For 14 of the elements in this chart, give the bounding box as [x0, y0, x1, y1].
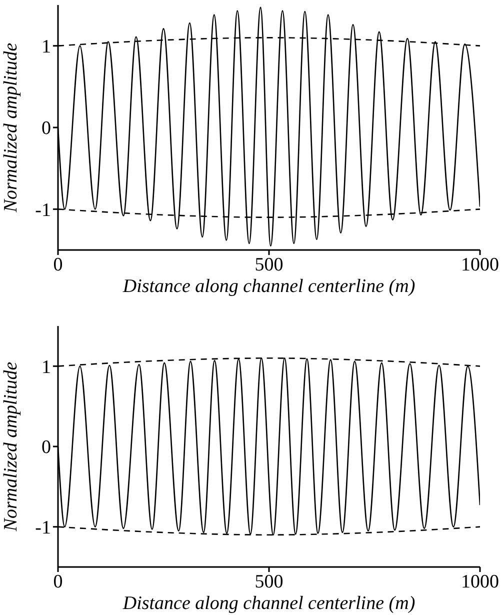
y-tick-label: 0 [42, 118, 51, 140]
y-axis-title: Normalized amplitude [0, 362, 22, 532]
x-tick-label: 500 [254, 571, 284, 592]
y-axis-title: Normalized amplitude [0, 42, 22, 214]
x-tick-label: 500 [254, 254, 284, 276]
y-tick-label: 0 [42, 437, 51, 458]
y-tick-label: 1 [42, 36, 51, 58]
y-tick-label: -1 [35, 200, 51, 221]
y-tick-label: -1 [35, 518, 51, 539]
x-tick-label: 1000 [461, 254, 499, 276]
y-tick-label: 1 [42, 356, 51, 378]
x-axis-title: Distance along channel centerline (m) [122, 593, 416, 614]
x-axis-title: Distance along channel centerline (m) [122, 276, 416, 297]
x-tick-label: 1000 [461, 571, 499, 592]
